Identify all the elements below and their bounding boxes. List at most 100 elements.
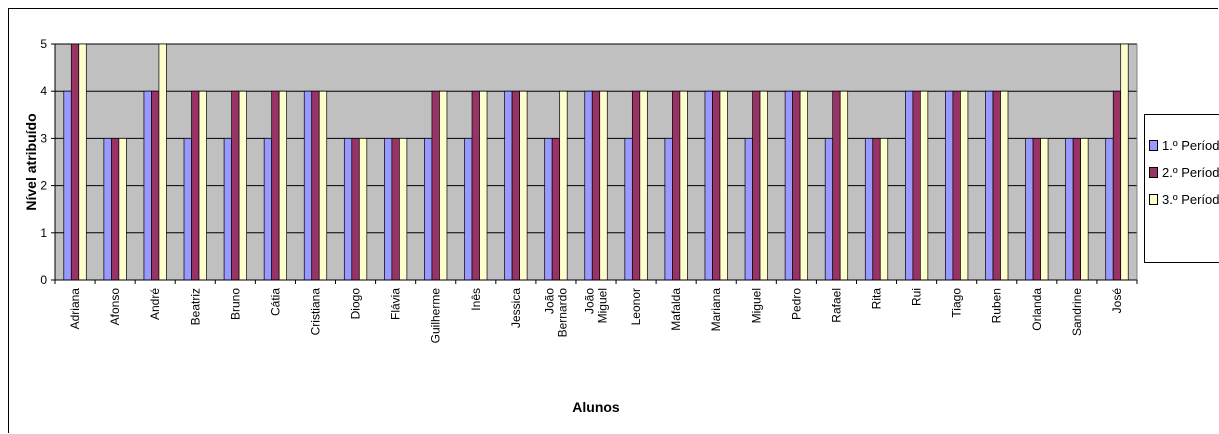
bar-1-26 bbox=[1065, 138, 1074, 281]
x-tick-label: José bbox=[1110, 288, 1124, 314]
bar-1-15 bbox=[624, 138, 633, 281]
bar-2-7 bbox=[311, 90, 320, 281]
y-tick-label: 2 bbox=[40, 179, 47, 193]
bar-3-9 bbox=[399, 138, 408, 281]
bar-3-26 bbox=[1080, 138, 1089, 281]
bar-1-18 bbox=[744, 138, 753, 281]
bar-3-14 bbox=[599, 90, 608, 281]
x-tick-labels: Adriana Afonso André Beatriz Bruno Cátia Crist… bbox=[68, 288, 1124, 344]
bar-1-19 bbox=[784, 90, 793, 281]
x-tick-label: André bbox=[148, 288, 162, 320]
bar-2-5 bbox=[231, 90, 240, 281]
x-tick-label: Cátia bbox=[268, 288, 282, 316]
bar-3-23 bbox=[960, 90, 969, 281]
bar-2-6 bbox=[271, 90, 280, 281]
bar-3-24 bbox=[1000, 90, 1009, 281]
bar-2-22 bbox=[912, 90, 921, 281]
bar-2-16 bbox=[672, 90, 681, 281]
chart-frame bbox=[8, 8, 1218, 433]
y-tick-label: 0 bbox=[40, 273, 47, 287]
bar-3-15 bbox=[639, 90, 648, 281]
x-tick-label: Beatriz bbox=[188, 288, 202, 325]
bar-3-4 bbox=[198, 90, 207, 281]
bar-2-23 bbox=[952, 90, 961, 281]
y-tick-label: 4 bbox=[40, 84, 47, 98]
x-tick-label: Cristiana bbox=[308, 288, 322, 336]
bar-1-8 bbox=[343, 138, 353, 281]
x-tick-label: Afonso bbox=[108, 288, 122, 326]
x-tick-label: Flávia bbox=[389, 288, 403, 320]
bar-3-10 bbox=[439, 90, 448, 281]
x-tick-label: Rita bbox=[870, 288, 884, 310]
bar-3-8 bbox=[358, 138, 368, 281]
bar-2-25 bbox=[1032, 138, 1041, 281]
bar-1-7 bbox=[303, 90, 313, 281]
legend-swatch bbox=[1149, 166, 1158, 178]
bar-2-18 bbox=[752, 90, 761, 281]
bar-1-12 bbox=[504, 90, 513, 281]
x-tick-label: Inês bbox=[469, 288, 483, 311]
bar-3-11 bbox=[479, 90, 488, 281]
x-tick-label: JoãoBernardo bbox=[542, 288, 569, 338]
x-tick-label: Tiago bbox=[950, 288, 964, 318]
x-tick-label: Adriana bbox=[68, 288, 82, 330]
y-tick-label: 1 bbox=[40, 226, 47, 240]
x-tick-label: Mafalda bbox=[669, 288, 683, 331]
bar-3-20 bbox=[839, 90, 849, 281]
bar-1-2 bbox=[103, 138, 112, 281]
legend-swatch bbox=[1149, 139, 1158, 151]
x-axis-title: Alunos bbox=[572, 399, 620, 415]
axes bbox=[51, 43, 1138, 284]
bar-1-9 bbox=[384, 138, 393, 281]
bar-1-5 bbox=[223, 138, 232, 281]
bar-2-1 bbox=[70, 43, 80, 281]
legend-item-3rd-period: 3.º Período bbox=[1149, 190, 1219, 208]
bar-1-1 bbox=[63, 90, 72, 281]
bar-3-27 bbox=[1120, 43, 1129, 281]
bar-3-17 bbox=[719, 90, 728, 281]
x-tick-label: Mariana bbox=[709, 288, 723, 332]
x-tick-label: JoãoMiguel bbox=[583, 288, 610, 324]
bar-1-16 bbox=[664, 138, 673, 281]
bar-1-6 bbox=[263, 138, 273, 281]
x-tick-label: Ruben bbox=[990, 288, 1004, 323]
bar-3-5 bbox=[238, 90, 247, 281]
x-tick-label: Guilherme bbox=[429, 288, 443, 344]
bar-1-27 bbox=[1105, 138, 1114, 281]
bar-3-22 bbox=[919, 90, 929, 281]
bar-2-13 bbox=[551, 138, 561, 281]
bar-3-16 bbox=[679, 90, 688, 281]
bar-1-14 bbox=[584, 90, 593, 281]
x-tick-label: Orlanda bbox=[1030, 288, 1044, 331]
bar-1-4 bbox=[183, 138, 192, 281]
bar-2-14 bbox=[591, 90, 601, 281]
bar-2-11 bbox=[471, 90, 480, 281]
bar-3-6 bbox=[278, 90, 288, 281]
x-tick-label: Diogo bbox=[349, 288, 363, 320]
legend-item-2nd-period: 2.º Período bbox=[1149, 163, 1219, 181]
bar-1-25 bbox=[1025, 138, 1034, 281]
bar-1-23 bbox=[945, 90, 954, 281]
bar-1-13 bbox=[544, 138, 553, 281]
y-tick-label: 3 bbox=[40, 131, 47, 145]
bar-1-21 bbox=[864, 138, 874, 281]
x-tick-label: Pedro bbox=[789, 288, 803, 320]
bar-3-12 bbox=[519, 90, 528, 281]
legend-item-1st-period: 1.º Período bbox=[1149, 136, 1219, 154]
bar-2-24 bbox=[992, 90, 1001, 281]
bar-2-20 bbox=[832, 90, 841, 281]
bar-1-24 bbox=[985, 90, 994, 281]
bar-2-10 bbox=[431, 90, 440, 281]
bar-2-9 bbox=[391, 138, 400, 281]
legend-label: 3.º Período bbox=[1162, 191, 1219, 207]
x-tick-label: Sandrine bbox=[1070, 288, 1084, 336]
bar-3-18 bbox=[759, 90, 768, 281]
x-tick-label: Leonor bbox=[629, 288, 643, 325]
bar-2-17 bbox=[712, 90, 721, 281]
bar-3-1 bbox=[78, 43, 87, 281]
bar-1-17 bbox=[704, 90, 713, 281]
bar-2-15 bbox=[631, 90, 641, 281]
bar-3-21 bbox=[879, 138, 889, 281]
bar-2-19 bbox=[792, 90, 801, 281]
